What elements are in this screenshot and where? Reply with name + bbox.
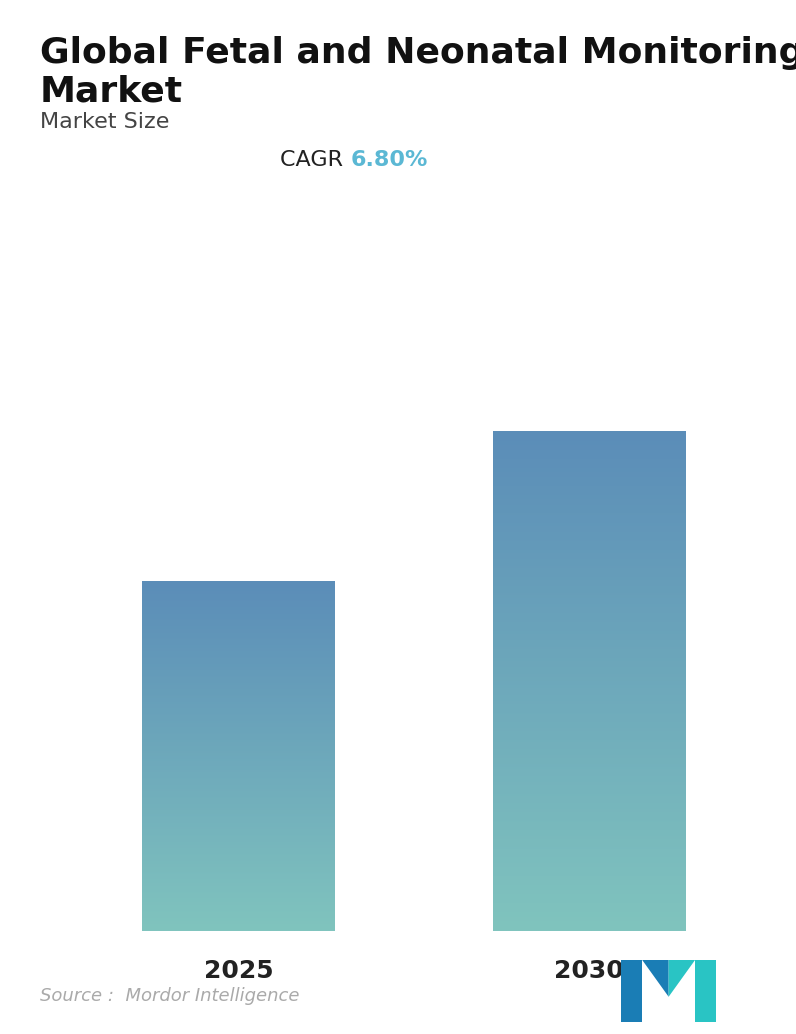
Text: Source :  Mordor Intelligence: Source : Mordor Intelligence — [40, 987, 299, 1005]
Text: 2025: 2025 — [204, 959, 274, 982]
Text: Market Size: Market Size — [40, 112, 170, 131]
Text: 2030: 2030 — [554, 959, 624, 982]
Polygon shape — [642, 960, 669, 997]
Text: 6.80%: 6.80% — [350, 150, 427, 171]
Polygon shape — [621, 960, 642, 1022]
Text: Global Fetal and Neonatal Monitoring: Global Fetal and Neonatal Monitoring — [40, 36, 796, 70]
Text: Market: Market — [40, 74, 183, 109]
Polygon shape — [696, 960, 716, 1022]
Text: CAGR: CAGR — [280, 150, 350, 171]
Polygon shape — [669, 960, 696, 997]
